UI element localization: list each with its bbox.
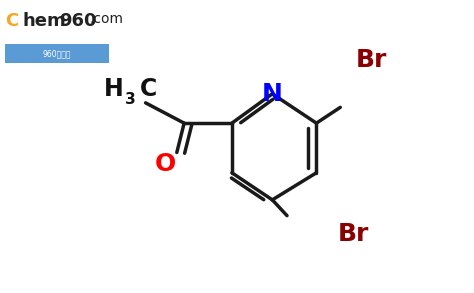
Text: N: N bbox=[262, 82, 283, 106]
Text: .com: .com bbox=[89, 12, 123, 26]
Text: Br: Br bbox=[337, 222, 369, 246]
Text: C: C bbox=[5, 12, 18, 30]
Text: hem: hem bbox=[23, 12, 66, 30]
Text: 960化工网: 960化工网 bbox=[43, 50, 71, 59]
Text: C: C bbox=[140, 77, 157, 101]
FancyBboxPatch shape bbox=[5, 44, 109, 63]
Text: 3: 3 bbox=[125, 92, 136, 107]
Text: H: H bbox=[104, 77, 124, 101]
Text: Br: Br bbox=[356, 48, 387, 72]
Text: O: O bbox=[155, 152, 176, 176]
Text: 960: 960 bbox=[59, 12, 97, 30]
